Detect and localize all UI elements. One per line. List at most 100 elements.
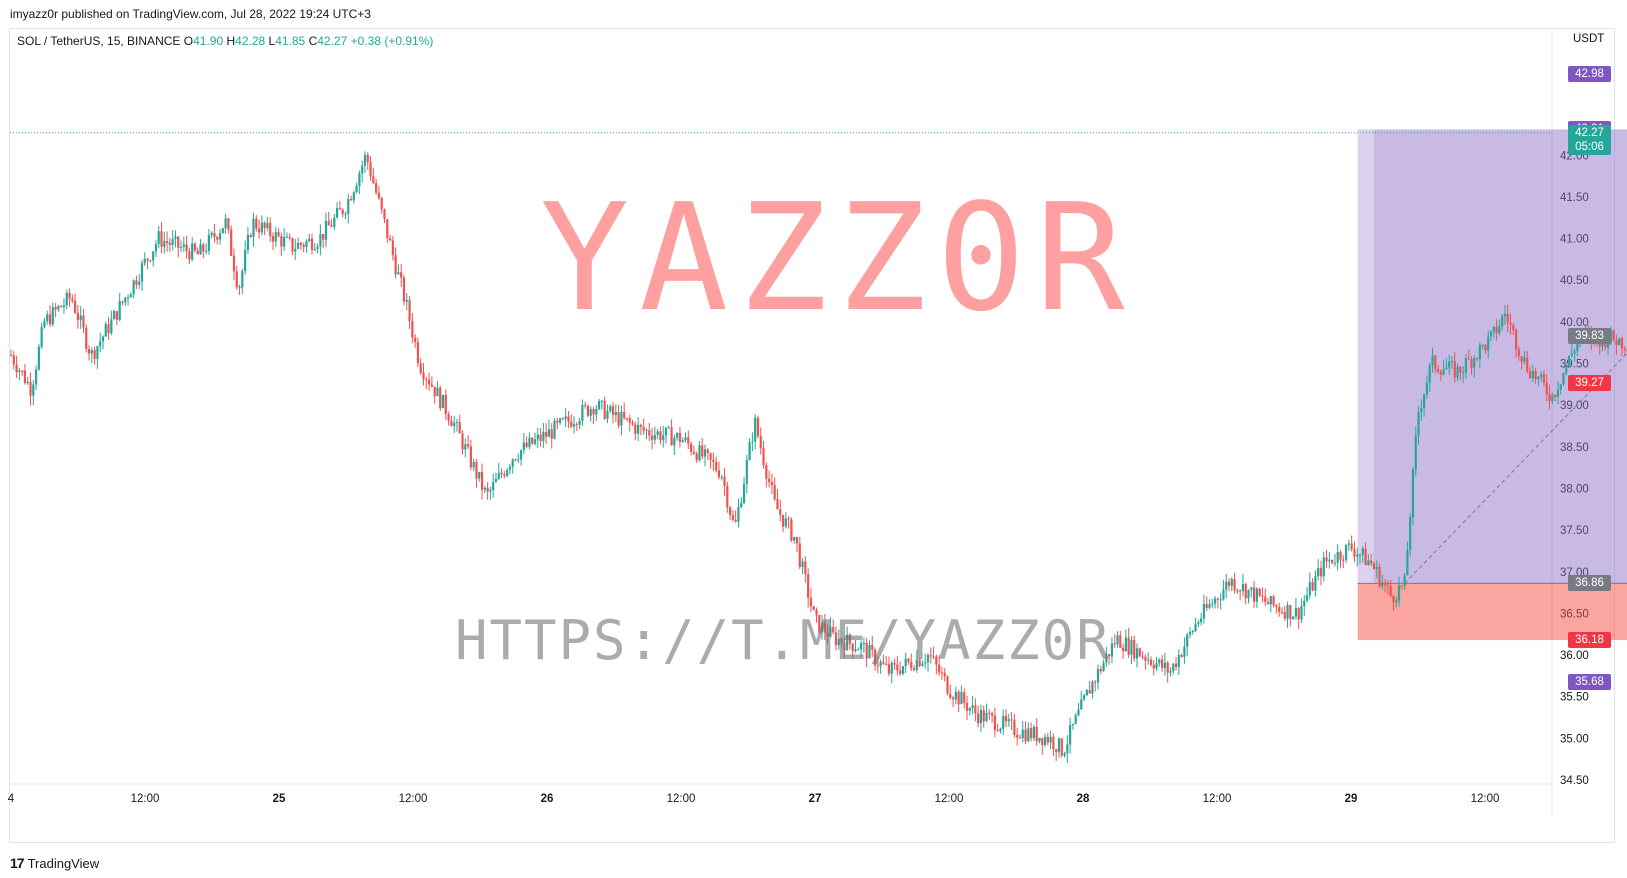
- candle-body: [347, 199, 350, 215]
- candle-body: [929, 655, 932, 657]
- candle-body: [302, 244, 305, 247]
- candle-body: [1606, 342, 1610, 348]
- candle-body: [996, 730, 999, 732]
- candle-body: [812, 606, 815, 610]
- candle-body: [940, 672, 944, 674]
- candle-body: [528, 437, 531, 447]
- long-position-handle[interactable]: [1357, 129, 1374, 584]
- candle-body: [121, 301, 124, 303]
- candle-body: [1163, 662, 1167, 668]
- candle-body: [82, 315, 85, 328]
- x-tick-label: 4: [8, 793, 15, 805]
- candle-body: [915, 659, 918, 671]
- candle-body: [1250, 587, 1253, 590]
- candle-body: [291, 238, 294, 252]
- candle-body: [1144, 656, 1147, 661]
- candle-body: [1127, 637, 1130, 655]
- candle-body: [191, 243, 194, 260]
- y-tick-label: 41.00: [1560, 234, 1589, 246]
- candle-body: [232, 255, 236, 272]
- candle-body: [1506, 313, 1509, 323]
- candle-body: [299, 243, 302, 245]
- candle-body: [865, 642, 868, 659]
- tradingview-logo[interactable]: 17 TradingView: [10, 855, 99, 871]
- candle-body: [662, 435, 665, 441]
- candle-body: [517, 459, 520, 461]
- candle-body: [1194, 623, 1197, 631]
- candle-body: [394, 255, 397, 275]
- candle-body: [62, 305, 66, 308]
- candle-body: [1556, 389, 1559, 397]
- candle-body: [9, 355, 13, 357]
- candle-body: [182, 244, 185, 247]
- candle-body: [110, 319, 113, 334]
- candle-body: [982, 710, 985, 722]
- candle-body: [1275, 605, 1278, 608]
- candle-body: [138, 281, 141, 285]
- price-axis-label: 39.27: [1568, 374, 1611, 391]
- candle-body: [1489, 331, 1493, 337]
- candle-body: [327, 221, 330, 226]
- candle-body: [168, 242, 171, 245]
- long-position-profit-zone[interactable]: [1357, 129, 1627, 584]
- candle-body: [695, 453, 698, 461]
- candle-body: [1225, 581, 1228, 590]
- candle-body: [522, 442, 525, 451]
- candle-body: [1010, 719, 1013, 721]
- candle-body: [531, 437, 534, 444]
- candle-body: [252, 218, 255, 237]
- candle-body: [244, 249, 247, 272]
- candle-body: [425, 379, 428, 381]
- y-tick-label: 38.00: [1560, 483, 1589, 495]
- candle-body: [163, 241, 166, 247]
- candle-body: [1080, 699, 1083, 710]
- candle-body: [319, 233, 322, 247]
- candle-body: [1392, 596, 1395, 603]
- candle-body: [896, 664, 899, 671]
- candle-body: [926, 655, 930, 663]
- candle-body: [862, 642, 865, 644]
- candle-body: [1370, 560, 1373, 564]
- candle-body: [603, 400, 606, 419]
- candle-body: [430, 384, 433, 387]
- candle-body: [946, 676, 949, 694]
- candle-body: [15, 364, 18, 373]
- candle-body: [637, 424, 640, 434]
- candle-body: [408, 299, 411, 321]
- candle-body: [1403, 575, 1406, 586]
- candle-body: [157, 231, 160, 245]
- candle-body: [837, 638, 840, 646]
- candle-body: [804, 561, 807, 575]
- candle-body: [1436, 369, 1440, 372]
- candle-body: [1492, 326, 1495, 332]
- candle-body: [1018, 737, 1022, 739]
- candle-body: [829, 626, 832, 637]
- candle-body: [1169, 671, 1172, 673]
- candle-body: [793, 537, 796, 541]
- candle-body: [1487, 336, 1490, 351]
- candle-body: [1545, 382, 1548, 395]
- candle-body: [818, 614, 821, 633]
- candle-body: [1383, 582, 1387, 585]
- candle-body: [1121, 647, 1125, 652]
- candle-body: [921, 663, 924, 667]
- candle-body: [369, 162, 372, 177]
- candle-body: [1478, 345, 1481, 360]
- long-position-stop-zone[interactable]: [1357, 583, 1627, 641]
- candle-body: [809, 597, 813, 607]
- symbol-legend[interactable]: SOL / TetherUS, 15, BINANCE O41.90 H42.2…: [17, 34, 433, 48]
- candle-body: [57, 306, 60, 310]
- candle-body: [316, 246, 319, 250]
- candle-body: [1551, 394, 1554, 402]
- candle-body: [988, 712, 991, 714]
- candle-body: [901, 666, 905, 674]
- candle-body: [1244, 584, 1247, 599]
- y-tick-label: 39.00: [1560, 400, 1589, 412]
- candle-body: [1085, 689, 1088, 696]
- candle-body: [34, 369, 38, 385]
- candle-body: [1353, 549, 1356, 557]
- candle-body: [653, 434, 656, 440]
- currency-label[interactable]: USDT: [1573, 33, 1605, 45]
- candle-body: [1197, 622, 1200, 624]
